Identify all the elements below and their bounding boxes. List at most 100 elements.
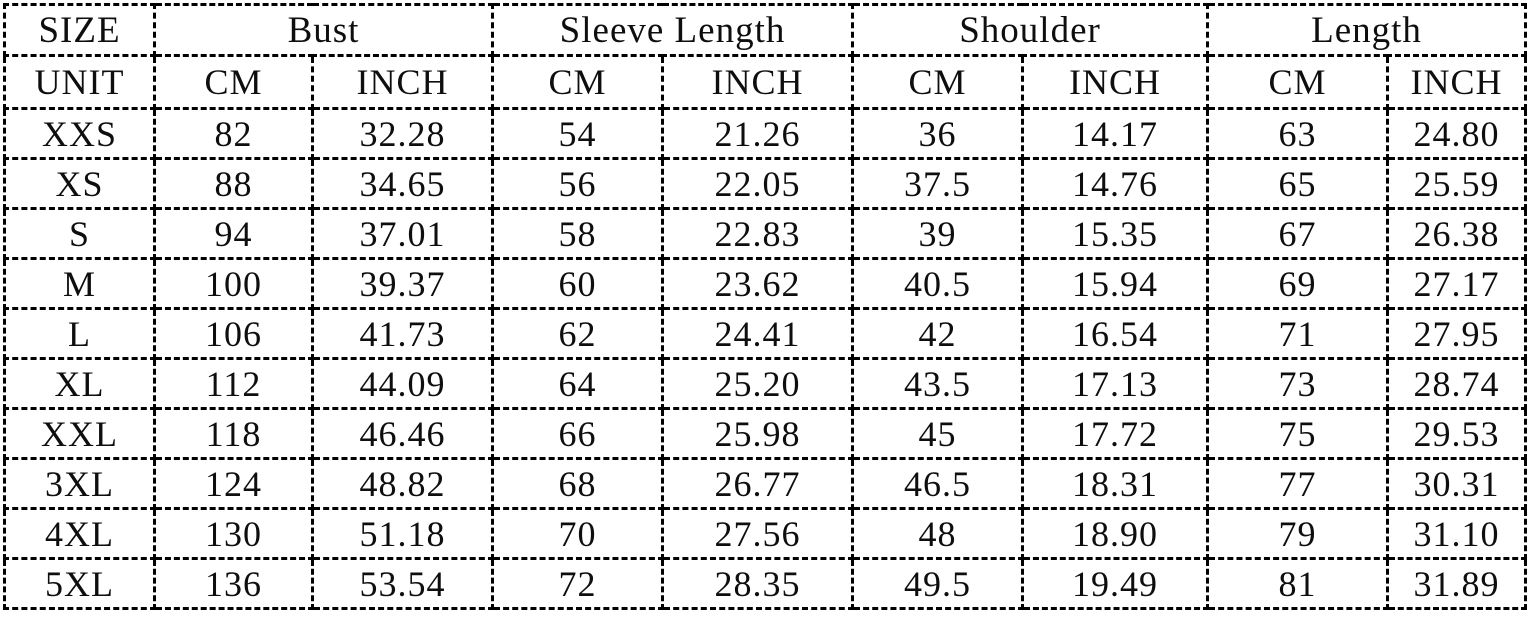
value-cell: 48 <box>851 507 1025 560</box>
value-cell: 75 <box>1206 407 1390 460</box>
value-cell: 94 <box>153 207 314 260</box>
value-cell: 112 <box>153 357 314 410</box>
value-cell: 32.28 <box>310 107 495 160</box>
table-row-xxl: XXL 118 46.46 66 25.98 45 17.72 75 29.53 <box>3 407 1528 460</box>
header-group-shoulder: Shoulder <box>851 3 1210 57</box>
size-cell: XXL <box>3 407 156 460</box>
value-cell: 26.77 <box>661 457 855 510</box>
table-row-4xl: 4XL 130 51.18 70 27.56 48 18.90 79 31.10 <box>3 507 1528 560</box>
size-cell: 3XL <box>3 457 156 510</box>
value-cell: 34.65 <box>310 157 495 210</box>
value-cell: 44.09 <box>310 357 495 410</box>
value-cell: 124 <box>153 457 314 510</box>
value-cell: 17.72 <box>1021 407 1210 460</box>
value-cell: 67 <box>1206 207 1390 260</box>
value-cell: 16.54 <box>1021 307 1210 360</box>
value-cell: 63 <box>1206 107 1390 160</box>
value-cell: 22.83 <box>661 207 855 260</box>
value-cell: 81 <box>1206 557 1390 610</box>
value-cell: 66 <box>491 407 665 460</box>
value-cell: 25.98 <box>661 407 855 460</box>
value-cell: 56 <box>491 157 665 210</box>
table-row-xl: XL 112 44.09 64 25.20 43.5 17.13 73 28.7… <box>3 357 1528 410</box>
value-cell: 65 <box>1206 157 1390 210</box>
unit-sleeve-cm: CM <box>491 54 665 110</box>
header-unit-row: UNIT CM INCH CM INCH CM INCH CM INCH <box>3 54 1528 110</box>
table-row-xs: XS 88 34.65 56 22.05 37.5 14.76 65 25.59 <box>3 157 1528 210</box>
size-cell: XL <box>3 357 156 410</box>
value-cell: 100 <box>153 257 314 310</box>
value-cell: 14.17 <box>1021 107 1210 160</box>
value-cell: 29.53 <box>1386 407 1528 460</box>
unit-shoulder-inch: INCH <box>1021 54 1210 110</box>
size-cell: 4XL <box>3 507 156 560</box>
value-cell: 88 <box>153 157 314 210</box>
value-cell: 30.31 <box>1386 457 1528 510</box>
value-cell: 15.35 <box>1021 207 1210 260</box>
value-cell: 31.89 <box>1386 557 1528 610</box>
value-cell: 60 <box>491 257 665 310</box>
size-cell: S <box>3 207 156 260</box>
value-cell: 41.73 <box>310 307 495 360</box>
unit-bust-inch: INCH <box>310 54 495 110</box>
value-cell: 48.82 <box>310 457 495 510</box>
value-cell: 24.80 <box>1386 107 1528 160</box>
size-chart-table: SIZE Bust Sleeve Length Shoulder Length … <box>3 3 1528 610</box>
value-cell: 28.35 <box>661 557 855 610</box>
value-cell: 54 <box>491 107 665 160</box>
value-cell: 18.90 <box>1021 507 1210 560</box>
header-group-row: SIZE Bust Sleeve Length Shoulder Length <box>3 3 1528 57</box>
value-cell: 53.54 <box>310 557 495 610</box>
value-cell: 42 <box>851 307 1025 360</box>
value-cell: 71 <box>1206 307 1390 360</box>
value-cell: 18.31 <box>1021 457 1210 510</box>
value-cell: 62 <box>491 307 665 360</box>
unit-bust-cm: CM <box>153 54 314 110</box>
value-cell: 37.5 <box>851 157 1025 210</box>
value-cell: 21.26 <box>661 107 855 160</box>
value-cell: 40.5 <box>851 257 1025 310</box>
size-cell: L <box>3 307 156 360</box>
value-cell: 25.59 <box>1386 157 1528 210</box>
header-group-length: Length <box>1206 3 1528 57</box>
size-cell: 5XL <box>3 557 156 610</box>
size-cell: XS <box>3 157 156 210</box>
value-cell: 23.62 <box>661 257 855 310</box>
value-cell: 36 <box>851 107 1025 160</box>
value-cell: 22.05 <box>661 157 855 210</box>
value-cell: 136 <box>153 557 314 610</box>
value-cell: 70 <box>491 507 665 560</box>
size-cell: XXS <box>3 107 156 160</box>
value-cell: 49.5 <box>851 557 1025 610</box>
value-cell: 77 <box>1206 457 1390 510</box>
size-cell: M <box>3 257 156 310</box>
value-cell: 37.01 <box>310 207 495 260</box>
value-cell: 27.56 <box>661 507 855 560</box>
table-row-5xl: 5XL 136 53.54 72 28.35 49.5 19.49 81 31.… <box>3 557 1528 610</box>
value-cell: 19.49 <box>1021 557 1210 610</box>
value-cell: 82 <box>153 107 314 160</box>
value-cell: 46.46 <box>310 407 495 460</box>
value-cell: 27.17 <box>1386 257 1528 310</box>
unit-header: UNIT <box>3 54 156 110</box>
size-header: SIZE <box>3 3 156 57</box>
value-cell: 72 <box>491 557 665 610</box>
value-cell: 39.37 <box>310 257 495 310</box>
table-row-m: M 100 39.37 60 23.62 40.5 15.94 69 27.17 <box>3 257 1528 310</box>
value-cell: 31.10 <box>1386 507 1528 560</box>
value-cell: 130 <box>153 507 314 560</box>
header-group-sleeve-length: Sleeve Length <box>491 3 855 57</box>
value-cell: 51.18 <box>310 507 495 560</box>
value-cell: 106 <box>153 307 314 360</box>
table-row-l: L 106 41.73 62 24.41 42 16.54 71 27.95 <box>3 307 1528 360</box>
table-row-xxs: XXS 82 32.28 54 21.26 36 14.17 63 24.80 <box>3 107 1528 160</box>
value-cell: 17.13 <box>1021 357 1210 410</box>
value-cell: 58 <box>491 207 665 260</box>
value-cell: 45 <box>851 407 1025 460</box>
value-cell: 118 <box>153 407 314 460</box>
value-cell: 14.76 <box>1021 157 1210 210</box>
unit-length-cm: CM <box>1206 54 1390 110</box>
value-cell: 28.74 <box>1386 357 1528 410</box>
value-cell: 46.5 <box>851 457 1025 510</box>
table-row-3xl: 3XL 124 48.82 68 26.77 46.5 18.31 77 30.… <box>3 457 1528 510</box>
